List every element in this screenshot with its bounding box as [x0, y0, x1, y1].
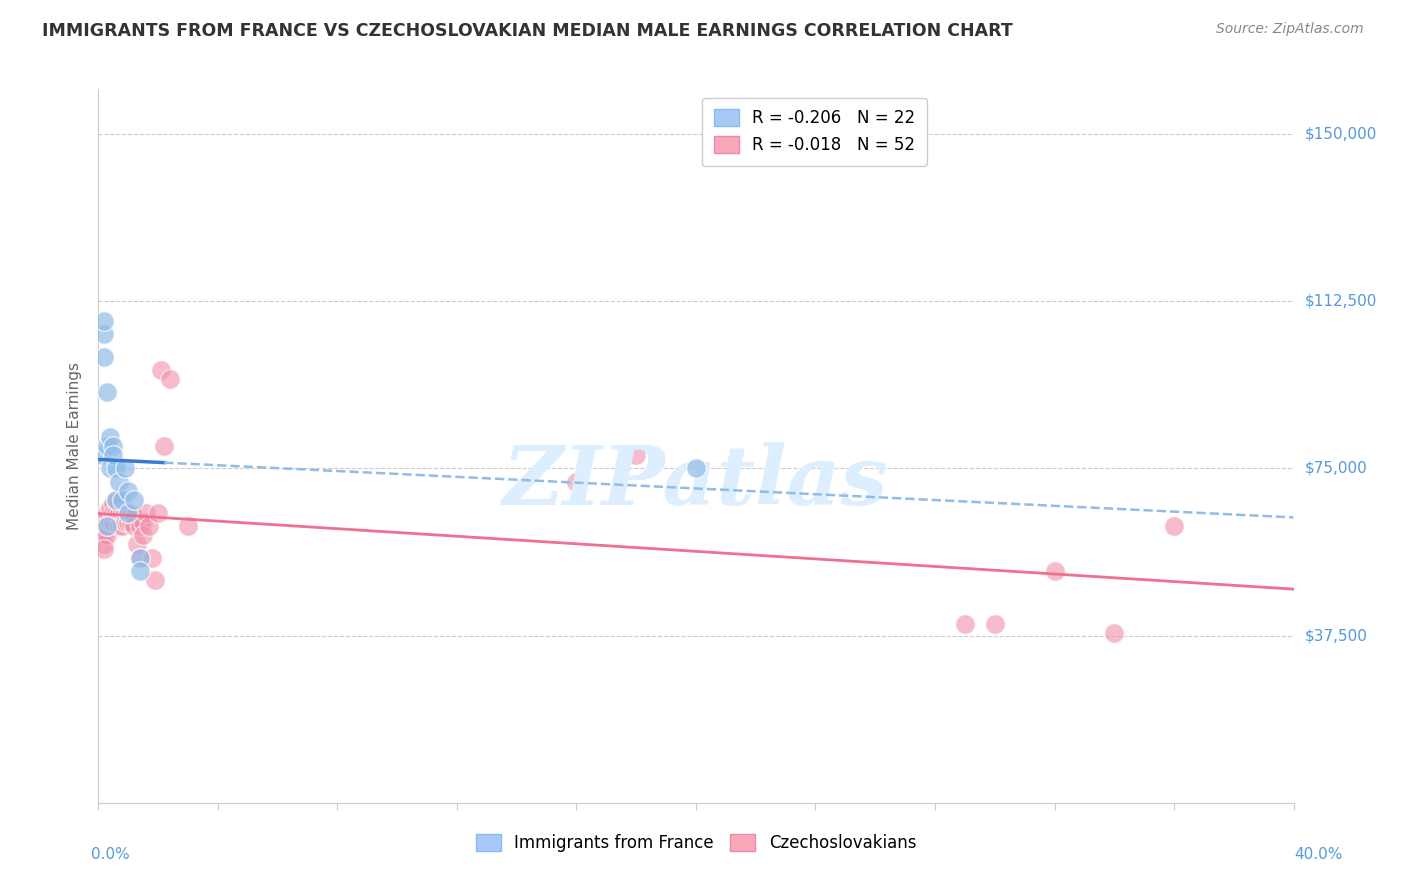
Point — [129, 550, 152, 565]
Point — [105, 492, 128, 507]
Point — [111, 519, 134, 533]
Legend: Immigrants from France, Czechoslovakians: Immigrants from France, Czechoslovakians — [470, 827, 922, 859]
Point — [114, 506, 136, 520]
Point — [93, 515, 115, 529]
Point — [132, 528, 155, 542]
Text: 0.0%: 0.0% — [91, 847, 131, 862]
Point — [143, 573, 166, 587]
Point — [153, 439, 176, 453]
Point — [124, 510, 146, 524]
Point — [105, 461, 128, 475]
Point — [124, 519, 146, 533]
Point — [129, 519, 152, 533]
Point — [93, 528, 115, 542]
Point — [105, 492, 128, 507]
Point — [93, 350, 115, 364]
Point — [120, 506, 142, 520]
Point — [98, 515, 122, 529]
Point — [626, 448, 648, 462]
Point — [117, 515, 139, 529]
Point — [90, 448, 112, 462]
Y-axis label: Median Male Earnings: Median Male Earnings — [67, 362, 83, 530]
Point — [108, 519, 131, 533]
Point — [114, 515, 136, 529]
Text: Source: ZipAtlas.com: Source: ZipAtlas.com — [1216, 22, 1364, 37]
Point — [138, 519, 160, 533]
Point — [103, 448, 125, 462]
Text: 40.0%: 40.0% — [1295, 847, 1343, 862]
Text: $112,500: $112,500 — [1305, 293, 1376, 309]
Point — [124, 492, 146, 507]
Point — [93, 327, 115, 342]
Point — [129, 564, 152, 578]
Point — [105, 506, 128, 520]
Point — [98, 461, 122, 475]
Point — [93, 519, 115, 533]
Point — [120, 515, 142, 529]
Point — [685, 461, 707, 475]
Point — [127, 537, 149, 551]
Point — [114, 461, 136, 475]
Point — [108, 497, 131, 511]
Point — [108, 475, 131, 489]
Point — [1163, 519, 1185, 533]
Text: $150,000: $150,000 — [1305, 127, 1376, 141]
Point — [111, 506, 134, 520]
Point — [93, 314, 115, 328]
Point — [90, 515, 112, 529]
Point — [103, 439, 125, 453]
Point — [96, 519, 118, 533]
Point — [103, 506, 125, 520]
Point — [96, 519, 118, 533]
Point — [953, 617, 976, 632]
Text: $75,000: $75,000 — [1305, 461, 1368, 475]
Point — [103, 515, 125, 529]
Point — [98, 501, 122, 516]
Point — [1043, 564, 1066, 578]
Point — [150, 363, 173, 377]
Point — [1104, 626, 1126, 640]
Point — [117, 506, 139, 520]
Point — [177, 519, 200, 533]
Point — [141, 550, 163, 565]
Point — [159, 372, 181, 386]
Point — [108, 506, 131, 520]
Point — [117, 506, 139, 520]
Point — [90, 519, 112, 533]
Point — [90, 528, 112, 542]
Point — [96, 528, 118, 542]
Text: $37,500: $37,500 — [1305, 628, 1368, 643]
Point — [129, 550, 152, 565]
Point — [96, 385, 118, 400]
Point — [96, 439, 118, 453]
Text: IMMIGRANTS FROM FRANCE VS CZECHOSLOVAKIAN MEDIAN MALE EARNINGS CORRELATION CHART: IMMIGRANTS FROM FRANCE VS CZECHOSLOVAKIA… — [42, 22, 1012, 40]
Point — [98, 430, 122, 444]
Point — [148, 506, 170, 520]
Text: ZIPatlas: ZIPatlas — [503, 442, 889, 522]
Point — [565, 475, 588, 489]
Point — [984, 617, 1007, 632]
Point — [117, 483, 139, 498]
Point — [93, 537, 115, 551]
Point — [111, 492, 134, 507]
Point — [135, 506, 157, 520]
Point — [132, 515, 155, 529]
Point — [103, 497, 125, 511]
Point — [93, 541, 115, 556]
Point — [96, 506, 118, 520]
